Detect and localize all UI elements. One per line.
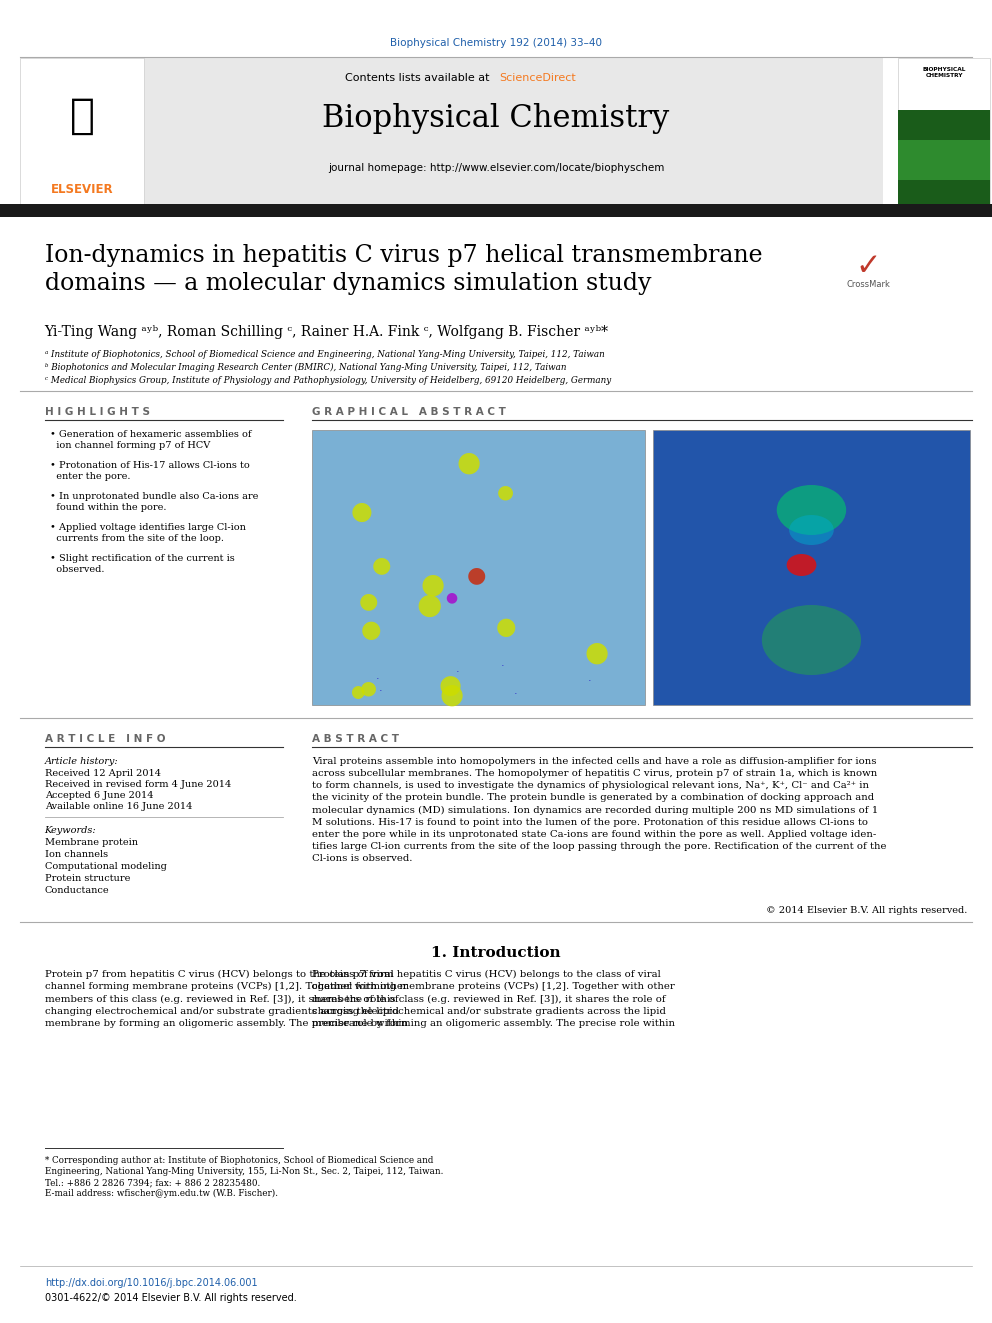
Text: Contents lists available at: Contents lists available at (345, 73, 493, 83)
Text: http://dx.doi.org/10.1016/j.bpc.2014.06.001: http://dx.doi.org/10.1016/j.bpc.2014.06.… (45, 1278, 257, 1289)
Text: ●: ● (350, 500, 372, 524)
FancyBboxPatch shape (898, 58, 990, 205)
Text: ●: ● (584, 639, 609, 667)
FancyBboxPatch shape (653, 430, 970, 705)
Text: ·: · (501, 662, 504, 671)
Text: Protein structure: Protein structure (45, 875, 130, 882)
Text: Tel.: +886 2 2826 7394; fax: + 886 2 28235480.: Tel.: +886 2 2826 7394; fax: + 886 2 282… (45, 1177, 260, 1187)
Text: © 2014 Elsevier B.V. All rights reserved.: © 2014 Elsevier B.V. All rights reserved… (766, 906, 967, 916)
Text: Received 12 April 2014: Received 12 April 2014 (45, 769, 161, 778)
Text: CrossMark: CrossMark (846, 280, 890, 288)
Text: • In unprotonated bundle also Ca-ions are
  found within the pore.: • In unprotonated bundle also Ca-ions ar… (50, 492, 258, 512)
FancyBboxPatch shape (898, 140, 990, 180)
Text: ·: · (378, 687, 382, 696)
Text: Accepted 6 June 2014: Accepted 6 June 2014 (45, 791, 153, 800)
Text: A B S T R A C T: A B S T R A C T (312, 734, 400, 744)
Text: Yi-Ting Wang ᵃʸᵇ, Roman Schilling ᶜ, Rainer H.A. Fink ᶜ, Wolfgang B. Fischer ᵃʸᵇ: Yi-Ting Wang ᵃʸᵇ, Roman Schilling ᶜ, Rai… (45, 325, 609, 339)
Text: BIOPHYSICAL
CHEMISTRY: BIOPHYSICAL CHEMISTRY (923, 67, 966, 78)
Text: ScienceDirect: ScienceDirect (499, 73, 575, 83)
Text: ●: ● (439, 681, 464, 709)
Text: Protein p7 from hepatitis C virus (HCV) belongs to the class of viral
channel fo: Protein p7 from hepatitis C virus (HCV) … (45, 970, 408, 1028)
Text: Engineering, National Yang-Ming University, 155, Li-Non St., Sec. 2, Taipei, 112: Engineering, National Yang-Ming Universi… (45, 1167, 443, 1176)
Text: ●: ● (417, 591, 442, 620)
Text: • Applied voltage identifies large Cl-ion
  currents from the site of the loop.: • Applied voltage identifies large Cl-io… (50, 523, 245, 544)
Text: ●: ● (359, 591, 378, 611)
Text: ●: ● (421, 572, 444, 599)
Text: ·: · (455, 667, 459, 677)
Text: Ion channels: Ion channels (45, 849, 108, 859)
Text: ●: ● (372, 556, 392, 576)
Ellipse shape (787, 554, 816, 576)
Text: ●: ● (360, 679, 377, 697)
Text: ᶜ Medical Biophysics Group, Institute of Physiology and Pathophysiology, Univers: ᶜ Medical Biophysics Group, Institute of… (45, 376, 611, 385)
Text: G R A P H I C A L   A B S T R A C T: G R A P H I C A L A B S T R A C T (312, 407, 506, 417)
Text: ●: ● (350, 683, 365, 701)
Text: H I G H L I G H T S: H I G H L I G H T S (45, 407, 150, 417)
Text: A R T I C L E   I N F O: A R T I C L E I N F O (45, 734, 165, 744)
Text: Conductance: Conductance (45, 886, 109, 894)
Ellipse shape (789, 515, 833, 545)
Text: Membrane protein: Membrane protein (45, 837, 138, 847)
Text: 🌲: 🌲 (69, 95, 95, 138)
Text: Received in revised form 4 June 2014: Received in revised form 4 June 2014 (45, 781, 231, 789)
Text: 1. Introduction: 1. Introduction (432, 946, 560, 960)
Text: ●: ● (438, 673, 461, 699)
Text: Article history:: Article history: (45, 757, 118, 766)
Ellipse shape (777, 486, 846, 534)
FancyBboxPatch shape (20, 58, 144, 205)
FancyBboxPatch shape (0, 204, 992, 217)
FancyBboxPatch shape (312, 430, 645, 705)
Text: ●: ● (497, 483, 514, 501)
Text: • Protonation of His-17 allows Cl-ions to
  enter the pore.: • Protonation of His-17 allows Cl-ions t… (50, 460, 249, 482)
Text: ●: ● (496, 615, 517, 639)
Text: ·: · (588, 676, 591, 685)
Text: * Corresponding author at: Institute of Biophotonics, School of Biomedical Scien: * Corresponding author at: Institute of … (45, 1156, 434, 1166)
Text: • Slight rectification of the current is
  observed.: • Slight rectification of the current is… (50, 554, 234, 574)
Text: • Generation of hexameric assemblies of
  ion channel forming p7 of HCV: • Generation of hexameric assemblies of … (50, 430, 251, 450)
Text: Computational modeling: Computational modeling (45, 863, 167, 871)
Ellipse shape (762, 605, 861, 675)
Text: ●: ● (456, 448, 481, 476)
Text: ●: ● (445, 590, 457, 605)
Text: 0301-4622/© 2014 Elsevier B.V. All rights reserved.: 0301-4622/© 2014 Elsevier B.V. All right… (45, 1293, 297, 1303)
Text: ᵃ Institute of Biophotonics, School of Biomedical Science and Engineering, Natio: ᵃ Institute of Biophotonics, School of B… (45, 351, 604, 359)
Text: Keywords:: Keywords: (45, 826, 96, 835)
Text: ELSEVIER: ELSEVIER (51, 183, 114, 196)
Text: ᵇ Biophotonics and Molecular Imaging Research Center (BMIRC), National Yang-Ming: ᵇ Biophotonics and Molecular Imaging Res… (45, 363, 566, 372)
Text: journal homepage: http://www.elsevier.com/locate/biophyschem: journal homepage: http://www.elsevier.co… (327, 163, 665, 173)
Text: Biophysical Chemistry 192 (2014) 33–40: Biophysical Chemistry 192 (2014) 33–40 (390, 38, 602, 48)
Text: ·: · (376, 673, 379, 684)
FancyBboxPatch shape (144, 58, 883, 205)
Text: ✓: ✓ (855, 251, 881, 280)
Text: E-mail address: wfischer@ym.edu.tw (W.B. Fischer).: E-mail address: wfischer@ym.edu.tw (W.B.… (45, 1189, 278, 1199)
FancyBboxPatch shape (898, 110, 990, 205)
Text: Biophysical Chemistry: Biophysical Chemistry (322, 103, 670, 134)
Text: ●: ● (466, 565, 486, 585)
Text: Ion-dynamics in hepatitis C virus p7 helical transmembrane
domains — a molecular: Ion-dynamics in hepatitis C virus p7 hel… (45, 243, 762, 295)
Text: ·: · (514, 689, 518, 699)
Text: ●: ● (361, 618, 381, 642)
Text: Available online 16 June 2014: Available online 16 June 2014 (45, 802, 192, 811)
Text: Viral proteins assemble into homopolymers in the infected cells and have a role : Viral proteins assemble into homopolymer… (312, 757, 887, 864)
Text: Protein p7 from hepatitis C virus (HCV) belongs to the class of viral
channel fo: Protein p7 from hepatitis C virus (HCV) … (312, 970, 676, 1028)
